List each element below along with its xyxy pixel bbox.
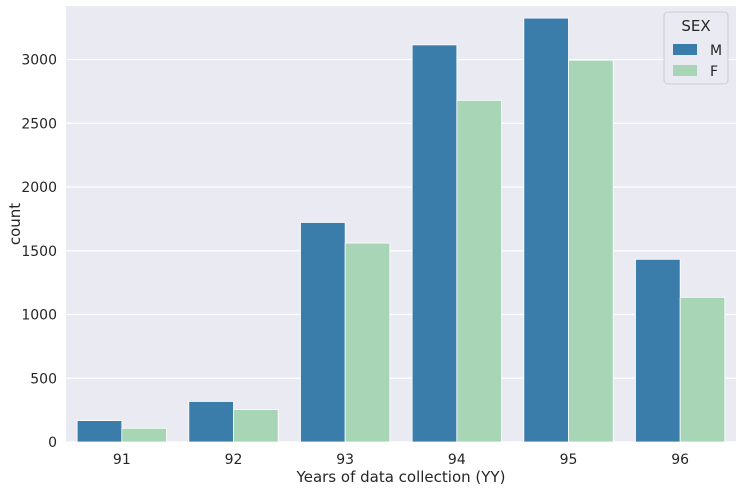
- y-tick-label: 1500: [21, 244, 57, 260]
- y-tick-label: 0: [48, 435, 57, 451]
- y-tick-label: 2500: [21, 116, 57, 132]
- bars: [76, 17, 726, 443]
- x-tick-label: 92: [225, 452, 243, 468]
- bar-F-92: [233, 409, 279, 443]
- y-tick-label: 3000: [21, 53, 57, 69]
- bar-F-93: [344, 242, 391, 443]
- bar-F-96: [679, 296, 726, 443]
- legend-label-F: F: [710, 64, 718, 80]
- x-tick-label: 96: [671, 452, 689, 468]
- x-axis-label: Years of data collection (YY): [296, 468, 506, 486]
- bar-F-95: [568, 59, 614, 443]
- gridlines: [66, 58, 736, 443]
- bar-M-95: [523, 17, 569, 443]
- x-tick-label: 94: [448, 452, 466, 468]
- y-tick-label: 2000: [21, 180, 57, 196]
- bar-F-94: [456, 99, 502, 443]
- y-tick-label: 500: [30, 371, 57, 387]
- bar-F-91: [121, 427, 167, 443]
- bar-M-92: [188, 401, 234, 443]
- bar-M-93: [300, 222, 346, 443]
- x-tick-labels: 91 92 93 94 95 96: [113, 452, 689, 468]
- y-tick-label: 1000: [21, 308, 57, 324]
- bar-M-91: [76, 420, 123, 443]
- legend-label-M: M: [710, 43, 722, 59]
- legend-swatch-M: [673, 44, 697, 55]
- legend: SEX MF: [663, 11, 729, 85]
- bar-M-96: [635, 258, 681, 443]
- x-tick-label: 91: [113, 452, 131, 468]
- x-tick-label: 93: [336, 452, 354, 468]
- legend-swatch-F: [673, 65, 697, 76]
- y-axis-label: count: [6, 203, 24, 245]
- y-tick-labels: 0 500 1000 1500 2000 2500 3000: [21, 53, 57, 451]
- plot-background: [66, 6, 736, 442]
- x-tick-label: 95: [560, 452, 578, 468]
- legend-items: MF: [673, 43, 722, 80]
- bar-M-94: [411, 44, 458, 443]
- legend-title: SEX: [681, 17, 710, 35]
